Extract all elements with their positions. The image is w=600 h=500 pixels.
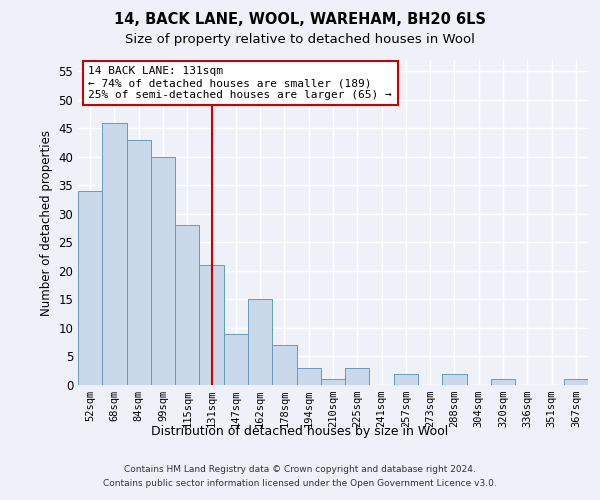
Bar — [102, 122, 127, 385]
Bar — [127, 140, 151, 385]
Bar — [224, 334, 248, 385]
Text: 14 BACK LANE: 131sqm
← 74% of detached houses are smaller (189)
25% of semi-deta: 14 BACK LANE: 131sqm ← 74% of detached h… — [88, 66, 392, 100]
Text: Size of property relative to detached houses in Wool: Size of property relative to detached ho… — [125, 32, 475, 46]
Text: Contains HM Land Registry data © Crown copyright and database right 2024.: Contains HM Land Registry data © Crown c… — [124, 466, 476, 474]
Bar — [491, 380, 515, 385]
Text: Contains public sector information licensed under the Open Government Licence v3: Contains public sector information licen… — [103, 479, 497, 488]
Bar — [199, 266, 224, 385]
Bar — [394, 374, 418, 385]
Bar — [248, 300, 272, 385]
Bar — [272, 345, 296, 385]
Bar — [321, 380, 345, 385]
Bar — [442, 374, 467, 385]
Bar — [296, 368, 321, 385]
Bar — [564, 380, 588, 385]
Y-axis label: Number of detached properties: Number of detached properties — [40, 130, 53, 316]
Bar — [175, 226, 199, 385]
Bar — [345, 368, 370, 385]
Text: Distribution of detached houses by size in Wool: Distribution of detached houses by size … — [151, 425, 449, 438]
Bar — [151, 157, 175, 385]
Text: 14, BACK LANE, WOOL, WAREHAM, BH20 6LS: 14, BACK LANE, WOOL, WAREHAM, BH20 6LS — [114, 12, 486, 28]
Bar — [78, 191, 102, 385]
